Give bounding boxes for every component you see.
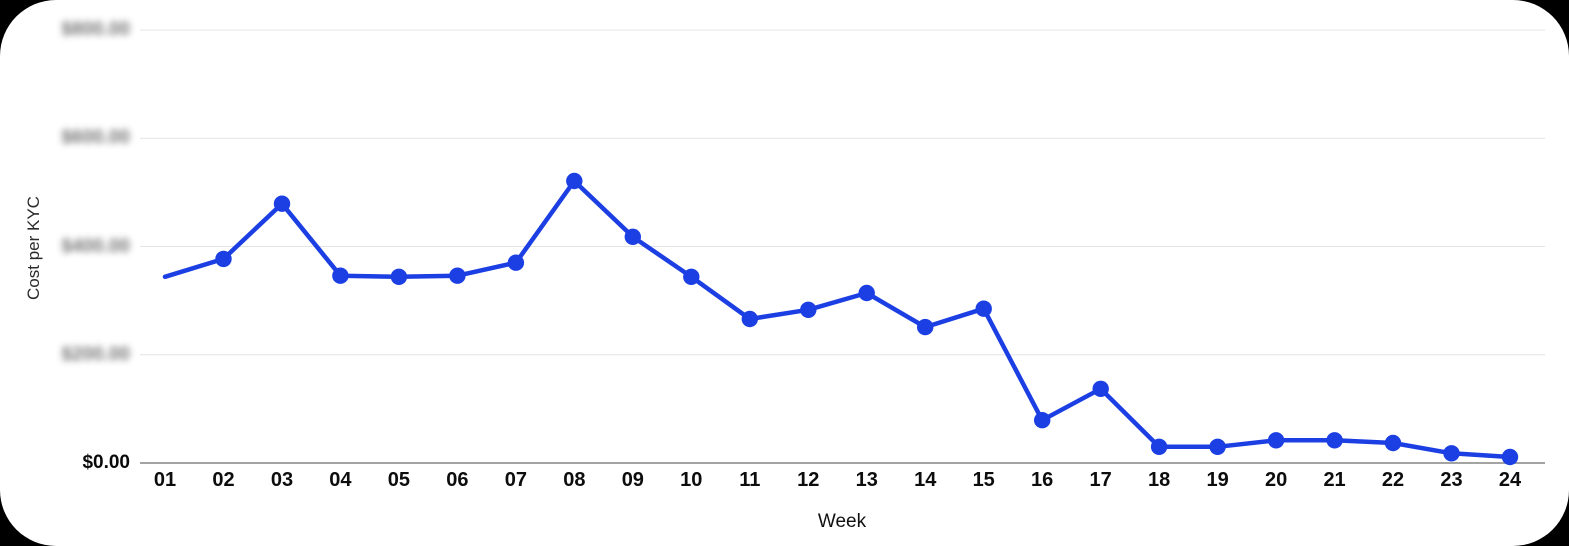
cost-per-kyc-series-line [162,178,1513,460]
data-point-week-04 [332,267,349,284]
data-point-week-18 [1150,438,1168,455]
data-point-week-06 [449,267,466,284]
x-tick-label-week-08: 08 [563,469,586,491]
data-point-week-13 [858,284,875,302]
x-tick-label-week-24: 24 [1498,469,1522,491]
x-tick-label-week-16: 16 [1031,469,1054,491]
x-tick-label-week-02: 02 [212,469,235,491]
data-point-week-09 [624,228,641,245]
x-tick-label-week-03: 03 [270,469,294,491]
x-tick-label-week-04: 04 [329,469,352,491]
x-tick-label-week-12: 12 [797,469,820,491]
data-point-week-11 [741,310,758,328]
y-tick-label-blurred: $600.00 [61,127,130,149]
data-point-week-24 [1501,448,1519,466]
x-tick-label-week-22: 22 [1381,469,1405,491]
data-point-week-14 [917,318,934,336]
data-point-week-22 [1384,434,1402,452]
x-tick-label-week-15: 15 [972,469,995,491]
x-tick-label-week-13: 13 [855,469,878,491]
x-tick-label-week-11: 11 [739,469,761,491]
y-tick-label-blurred: $800.00 [61,19,130,40]
data-point-week-15 [975,300,992,317]
y-tick-label-blurred: $400.00 [61,235,130,257]
y-tick-label: $0.00 [82,452,130,473]
x-tick-label-week-21: 21 [1323,469,1346,491]
data-point-week-23 [1443,445,1460,462]
x-tick-label-week-20: 20 [1264,469,1288,491]
x-axis-title: Week [817,511,867,532]
y-axis-title: Cost per KYC [24,196,43,300]
x-tick-label-week-01: 01 [153,469,177,491]
data-point-week-16 [1034,412,1051,429]
x-tick-label-week-09: 09 [621,469,644,491]
data-point-week-19 [1209,438,1226,455]
data-point-week-21 [1326,432,1343,449]
x-tick-label-week-17: 17 [1089,469,1112,491]
x-tick-label-week-19: 19 [1206,469,1229,491]
data-point-week-08 [566,172,583,190]
x-tick-label-week-14: 14 [914,469,937,491]
x-tick-label-week-23: 23 [1440,469,1463,491]
data-point-week-17 [1092,380,1109,397]
x-tick-label-week-07: 07 [504,469,527,491]
data-point-week-10 [683,268,700,285]
data-point-week-02 [215,250,232,268]
data-point-week-12 [800,301,817,318]
x-tick-label-week-05: 05 [387,469,411,491]
data-point-week-05 [390,268,408,285]
x-tick-label-week-06: 06 [446,469,469,491]
data-point-week-03 [273,195,291,212]
y-tick-label-blurred: $200.00 [61,343,130,365]
x-tick-label-week-18: 18 [1148,469,1171,491]
data-point-week-07 [507,254,525,271]
x-tick-label-week-10: 10 [680,469,703,491]
data-point-week-20 [1267,432,1285,449]
